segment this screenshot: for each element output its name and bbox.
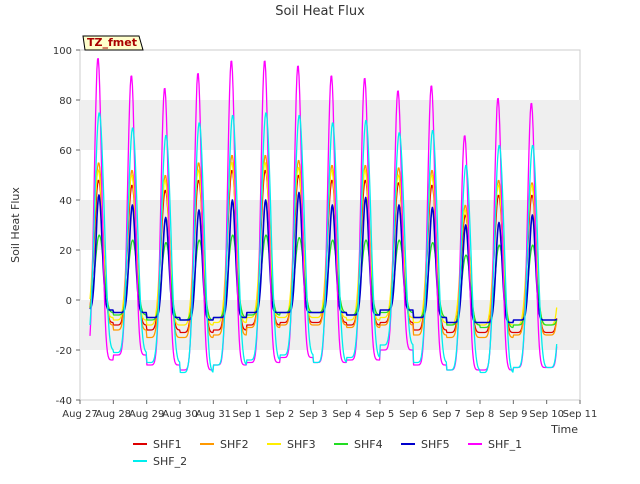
y-axis-label: Soil Heat Flux	[9, 187, 22, 263]
y-tick-label: 100	[53, 46, 72, 57]
annotation-box: TZ_fmet	[82, 35, 144, 51]
legend: SHF1 SHF2 SHF3 SHF4 SHF5 SHF_1 SHF_2	[133, 438, 522, 468]
y-tick-label: 20	[59, 246, 72, 257]
y-tick-label: 80	[59, 96, 72, 107]
x-tick-label: Sep 8	[466, 409, 494, 420]
legend-label: SHF4	[354, 438, 383, 451]
x-tick-label: Sep 10	[529, 409, 564, 420]
x-tick-label: Sep 11	[563, 409, 598, 420]
legend-label: SHF_2	[153, 455, 187, 468]
y-tick-label: 60	[59, 146, 72, 157]
x-tick-label: Aug 30	[162, 409, 197, 420]
y-tick-label: 0	[66, 296, 72, 307]
legend-label: SHF5	[421, 438, 450, 451]
x-tick-label: Aug 31	[196, 409, 231, 420]
x-tick-label: Sep 5	[366, 409, 394, 420]
y-tick-label: 40	[59, 196, 72, 207]
x-tick-label: Sep 6	[399, 409, 427, 420]
y-axis: -40 -20 0 20 40 60 80 100	[53, 46, 80, 407]
chart-title: Soil Heat Flux	[275, 4, 365, 19]
x-tick-label: Aug 29	[129, 409, 164, 420]
x-tick-label: Sep 3	[299, 409, 327, 420]
y-tick-label: -40	[56, 396, 72, 407]
x-tick-label: Sep 1	[232, 409, 260, 420]
legend-label: SHF1	[153, 438, 182, 451]
x-tick-label: Sep 2	[266, 409, 294, 420]
legend-label: SHF2	[220, 438, 249, 451]
y-tick-label: -20	[56, 346, 72, 357]
x-tick-label: Sep 9	[499, 409, 527, 420]
series-layer	[89, 58, 558, 374]
annotation-tag-shape	[82, 35, 144, 51]
grid-band	[80, 300, 580, 350]
x-tick-label: Sep 7	[432, 409, 460, 420]
legend-label: SHF3	[287, 438, 316, 451]
annotation-text: TZ_fmet	[87, 36, 137, 49]
legend-label: SHF_1	[488, 438, 522, 451]
x-axis-label: Time	[550, 423, 578, 436]
series-line-shf-2	[89, 112, 558, 374]
x-tick-label: Aug 28	[96, 409, 131, 420]
x-tick-label: Aug 27	[62, 409, 97, 420]
series-line-shf5	[89, 191, 558, 324]
x-tick-label: Sep 4	[332, 409, 360, 420]
